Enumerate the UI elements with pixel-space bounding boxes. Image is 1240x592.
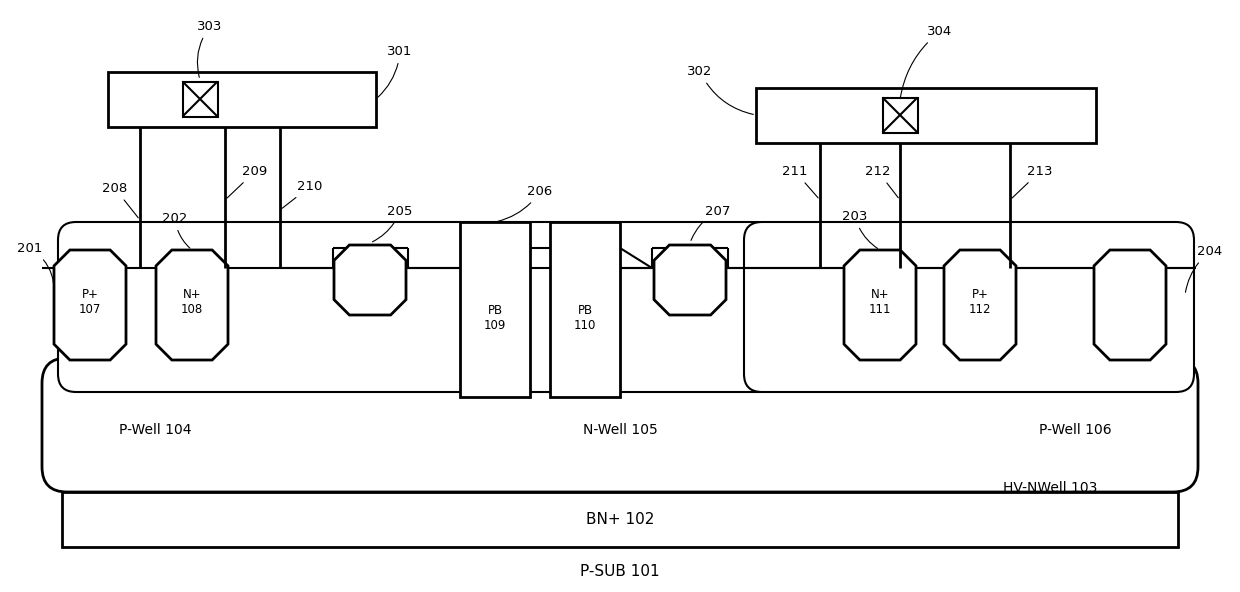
- Text: 210: 210: [283, 180, 322, 208]
- Text: 301: 301: [378, 45, 413, 97]
- Text: N+
108: N+ 108: [181, 288, 203, 316]
- FancyBboxPatch shape: [42, 358, 1198, 492]
- Polygon shape: [653, 245, 725, 315]
- Text: P+
112: P+ 112: [968, 288, 991, 316]
- Polygon shape: [944, 250, 1016, 360]
- Text: 211: 211: [782, 165, 818, 198]
- Text: 207: 207: [691, 205, 730, 240]
- Text: 302: 302: [687, 65, 753, 114]
- Text: 202: 202: [162, 212, 190, 248]
- Text: 204: 204: [1185, 245, 1223, 292]
- Text: HV-NWell 103: HV-NWell 103: [1003, 481, 1097, 495]
- Text: P+
107: P+ 107: [79, 288, 102, 316]
- Bar: [460, 222, 529, 397]
- Text: 212: 212: [866, 165, 898, 198]
- Text: 206: 206: [497, 185, 553, 221]
- Polygon shape: [1094, 250, 1166, 360]
- Text: PB
109: PB 109: [484, 304, 506, 332]
- Bar: [182, 82, 217, 117]
- Text: PB
110: PB 110: [574, 304, 596, 332]
- Text: 205: 205: [372, 205, 413, 242]
- Bar: [883, 98, 918, 133]
- FancyBboxPatch shape: [744, 222, 1194, 392]
- Polygon shape: [844, 250, 916, 360]
- Text: 201: 201: [17, 242, 55, 292]
- Polygon shape: [334, 245, 405, 315]
- Text: 209: 209: [227, 165, 268, 198]
- Text: N+
111: N+ 111: [869, 288, 892, 316]
- Polygon shape: [55, 250, 126, 360]
- Bar: [108, 72, 376, 127]
- Text: 304: 304: [900, 25, 952, 97]
- FancyBboxPatch shape: [463, 222, 777, 392]
- Text: P-Well 106: P-Well 106: [1039, 423, 1111, 437]
- FancyBboxPatch shape: [58, 222, 496, 392]
- Text: 208: 208: [103, 182, 139, 218]
- Bar: [756, 88, 1096, 143]
- Text: N-Well 105: N-Well 105: [583, 423, 657, 437]
- Bar: [551, 222, 620, 397]
- Text: 213: 213: [1012, 165, 1053, 198]
- Text: P-SUB 101: P-SUB 101: [580, 565, 660, 580]
- Text: 203: 203: [842, 210, 878, 249]
- Text: 303: 303: [197, 20, 223, 78]
- Text: P-Well 104: P-Well 104: [119, 423, 191, 437]
- Text: BN+ 102: BN+ 102: [585, 511, 655, 526]
- Polygon shape: [156, 250, 228, 360]
- Bar: [62, 492, 1178, 547]
